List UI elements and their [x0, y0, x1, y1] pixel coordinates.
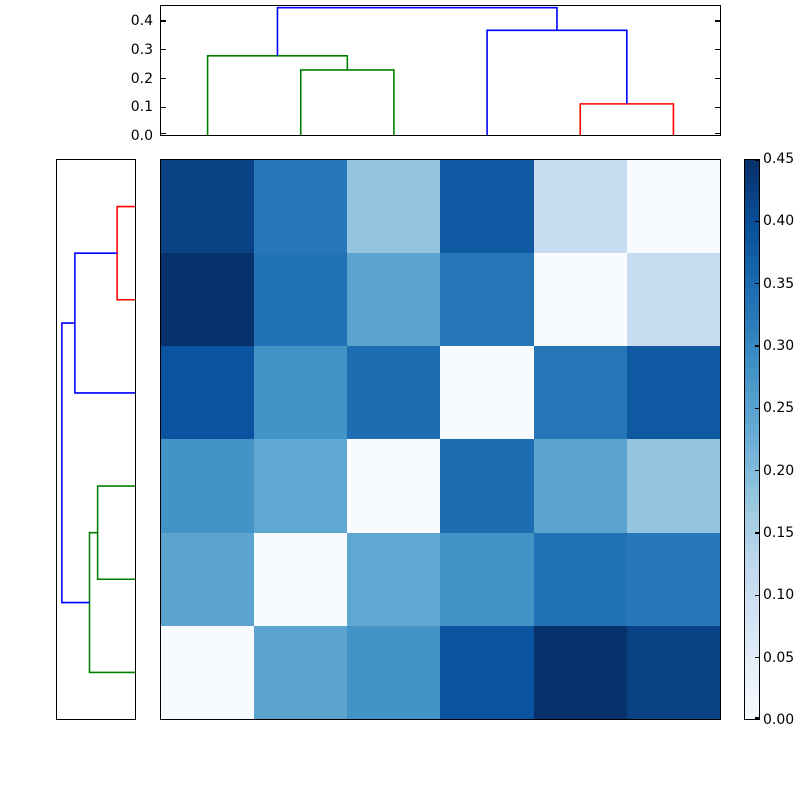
colorbar-tick-label: 0.25 [763, 400, 795, 417]
heatmap-cell [626, 532, 720, 626]
heatmap-cell [347, 532, 441, 626]
tick-mark [754, 220, 759, 222]
heatmap-cell [347, 439, 441, 533]
colorbar-tick-label: 0.00 [763, 712, 795, 728]
colorbar-tick-label: 0.10 [763, 587, 795, 604]
heatmap-cell [626, 160, 720, 254]
heatmap-cell [347, 160, 441, 254]
heatmap-cell [161, 160, 255, 254]
heatmap-cell [533, 625, 627, 719]
dendrogram-link [206, 55, 349, 135]
left-dendrogram-axes [56, 159, 136, 720]
heatmap-cell [254, 253, 348, 347]
tick-mark [714, 49, 720, 51]
heatmap-cell [161, 253, 255, 347]
heatmap-cell [254, 160, 348, 254]
tick-mark [754, 532, 759, 534]
heatmap-cell [440, 532, 534, 626]
tick-mark [714, 106, 720, 108]
tick-mark [754, 717, 759, 719]
tick-mark [714, 132, 720, 135]
tick-mark [754, 407, 759, 409]
tick-mark [754, 345, 759, 347]
heatmap-cell [626, 253, 720, 347]
colorbar-tick-label: 0.15 [763, 525, 795, 541]
tick-mark [754, 283, 759, 285]
heatmap-cell [161, 625, 255, 719]
heatmap-cell [440, 346, 534, 440]
heatmap-cell [161, 532, 255, 626]
heatmap-cell [161, 346, 255, 440]
heatmap-cell [347, 253, 441, 347]
tick-mark [161, 20, 167, 22]
top-dendrogram-tick-label: 0.3 [130, 41, 153, 58]
dendrogram-link [299, 69, 395, 135]
colorbar-tick-label: 0.45 [763, 151, 795, 167]
heatmap-cell [440, 253, 534, 347]
heatmap-cell [254, 625, 348, 719]
tick-mark [754, 657, 759, 659]
tick-mark [754, 594, 759, 596]
dendrogram-link [74, 252, 135, 394]
colorbar-tick-label: 0.05 [763, 649, 795, 666]
colorbar [744, 159, 760, 720]
colorbar-gradient [745, 160, 759, 719]
heatmap-grid [161, 160, 720, 719]
top-dendrogram-tick-label: 0.4 [130, 13, 153, 30]
heatmap-cell [533, 253, 627, 347]
colorbar-tick-label: 0.40 [763, 213, 795, 230]
dendrogram-link [96, 485, 135, 581]
top-dendrogram-tick-label: 0.1 [130, 99, 153, 116]
heatmap-cell [440, 625, 534, 719]
left-dendrogram [61, 205, 135, 674]
dendrogram-link [88, 531, 135, 674]
heatmap-cell [161, 439, 255, 533]
heatmap-cell [440, 160, 534, 254]
heatmap-cell [254, 532, 348, 626]
tick-mark [754, 159, 759, 161]
heatmap-cell [254, 439, 348, 533]
heatmap-cell [254, 346, 348, 440]
dendrogram-link [61, 322, 90, 604]
heatmap-cell [626, 625, 720, 719]
heatmap-cell [626, 346, 720, 440]
dendrogram-link [579, 103, 675, 135]
heatmap-cell [347, 346, 441, 440]
heatmap-cell [533, 160, 627, 254]
tick-mark [714, 77, 720, 80]
dendrogram-link [486, 29, 628, 135]
heatmap-cell [440, 439, 534, 533]
colorbar-tick-label: 0.20 [763, 462, 795, 479]
tick-mark [754, 470, 759, 472]
tick-mark [161, 49, 167, 51]
tick-mark [161, 132, 167, 135]
colorbar-tick-label: 0.35 [763, 275, 795, 292]
tick-mark [161, 106, 167, 108]
tick-mark [161, 77, 167, 80]
top-dendrogram [206, 6, 675, 135]
heatmap-cell [533, 439, 627, 533]
heatmap-cell [347, 625, 441, 719]
heatmap [160, 159, 721, 720]
top-dendrogram-tick-label: 0.2 [130, 70, 153, 87]
dendrogram-link [116, 205, 135, 301]
dendrogram-link [276, 6, 558, 56]
top-dendrogram-axes [160, 5, 721, 136]
tick-mark [714, 20, 720, 22]
heatmap-cell [533, 532, 627, 626]
heatmap-cell [533, 346, 627, 440]
heatmap-cell [626, 439, 720, 533]
top-dendrogram-tick-label: 0.0 [130, 128, 153, 144]
colorbar-tick-label: 0.30 [763, 338, 795, 354]
